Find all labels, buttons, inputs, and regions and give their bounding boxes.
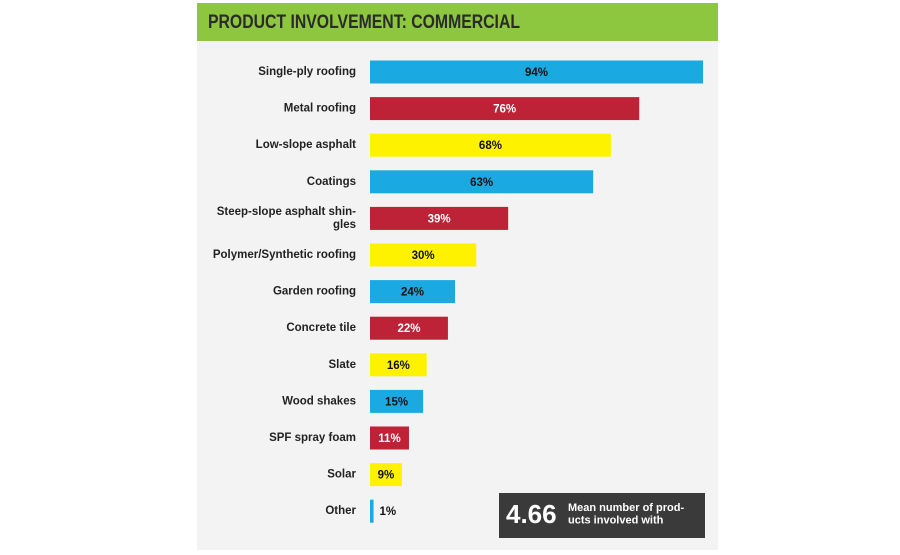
value-label: 16% (387, 360, 410, 372)
value-label: 76% (493, 104, 516, 116)
value-label: 22% (397, 323, 420, 335)
category-label: Solar (327, 469, 356, 481)
bar (370, 243, 477, 267)
bar (370, 316, 448, 340)
bar (370, 133, 611, 157)
category-label: Garden roofing (273, 286, 356, 298)
category-label: Wood shakes (282, 395, 356, 407)
category-label: Coatings (307, 176, 356, 188)
bar (370, 280, 456, 304)
chart-title: PRODUCT INVOLVEMENT: COMMERCIAL (208, 12, 520, 33)
bar (370, 463, 402, 487)
panel (197, 3, 718, 550)
category-label: Concrete tile (286, 322, 356, 334)
bar (370, 97, 640, 121)
annotation-text: Mean number of prod-ucts involved with (568, 502, 684, 527)
category-label: Single-ply roofing (258, 66, 356, 78)
value-label: 94% (525, 67, 548, 79)
annotation-box (499, 493, 705, 538)
bar (370, 60, 703, 84)
bar (370, 170, 594, 194)
value-label: 24% (401, 287, 424, 299)
category-label: SPF spray foam (269, 432, 356, 444)
value-label: 63% (470, 177, 493, 189)
bar (370, 499, 374, 523)
value-label: 68% (479, 140, 502, 152)
annotation-number: 4.66 (506, 499, 557, 529)
category-label: Low-slope asphalt (256, 139, 356, 151)
bar (370, 389, 424, 413)
category-label: Slate (329, 359, 357, 371)
category-label: Steep-slope asphalt shin-gles (217, 206, 356, 231)
bar (370, 206, 509, 230)
bar (370, 426, 409, 450)
bar (370, 353, 427, 377)
value-label: 1% (380, 506, 397, 518)
value-label: 9% (378, 470, 395, 482)
category-label: Other (325, 505, 356, 517)
value-label: 39% (428, 213, 451, 225)
value-label: 11% (378, 433, 400, 445)
category-label: Metal roofing (284, 103, 356, 115)
category-label: Polymer/Synthetic roofing (213, 249, 356, 261)
value-label: 30% (412, 250, 435, 262)
title-bar (197, 3, 718, 41)
value-label: 15% (385, 396, 408, 408)
